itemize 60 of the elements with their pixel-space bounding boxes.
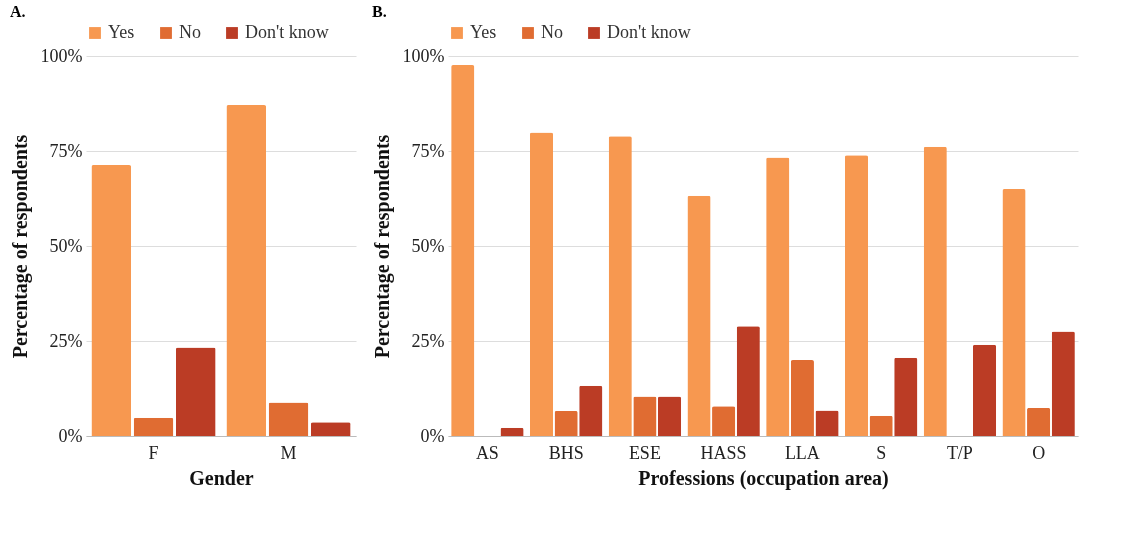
legend-label: No xyxy=(541,22,563,42)
legend-label: Don't know xyxy=(245,22,329,42)
legend-label: No xyxy=(179,22,201,42)
bar xyxy=(554,410,578,436)
bar xyxy=(1002,189,1026,436)
bar xyxy=(633,396,657,436)
y-tick-label: 25% xyxy=(411,330,445,351)
x-axis-title: Gender xyxy=(189,466,254,489)
y-tick-label: 100% xyxy=(40,45,83,66)
x-tick-label: F xyxy=(148,442,159,463)
bar xyxy=(790,360,814,436)
bar xyxy=(500,427,524,436)
x-tick-label: O xyxy=(1032,442,1046,463)
bar xyxy=(133,417,174,436)
x-tick-label: AS xyxy=(475,442,499,463)
legend-label: Yes xyxy=(470,22,497,42)
bar xyxy=(529,132,554,436)
bar xyxy=(844,155,869,436)
y-tick-label: 75% xyxy=(49,140,83,161)
x-tick-label: LLA xyxy=(784,442,820,463)
x-tick-label: M xyxy=(280,442,297,463)
y-tick-label: 0% xyxy=(420,425,445,446)
bar xyxy=(175,347,216,436)
bar xyxy=(923,146,947,436)
y-tick-label: 100% xyxy=(402,45,445,66)
chart-title: B. xyxy=(372,3,387,20)
x-tick-label: S xyxy=(876,442,887,463)
bar xyxy=(451,65,475,436)
bar xyxy=(268,402,309,436)
y-tick-label: 0% xyxy=(58,425,83,446)
x-tick-label: HASS xyxy=(700,442,747,463)
bar xyxy=(766,157,790,436)
bar xyxy=(972,344,997,436)
y-tick-label: 50% xyxy=(49,235,83,256)
bar xyxy=(579,385,603,436)
bar xyxy=(657,396,682,436)
x-tick-label: T/P xyxy=(946,442,973,463)
y-tick-label: 50% xyxy=(411,235,445,256)
bar xyxy=(869,415,893,436)
bar xyxy=(608,136,632,436)
y-tick-label: 75% xyxy=(411,140,445,161)
bar xyxy=(894,357,918,436)
y-tick-label: 25% xyxy=(49,330,83,351)
bar xyxy=(91,165,132,436)
x-tick-label: BHS xyxy=(548,442,584,463)
bar xyxy=(712,406,736,436)
bar xyxy=(310,422,351,436)
bar xyxy=(815,410,839,436)
bar xyxy=(1051,331,1075,436)
legend-label: Don't know xyxy=(607,22,691,42)
y-axis-title: Percentage of respondents xyxy=(8,134,32,359)
bar xyxy=(226,105,267,436)
legend-label: Yes xyxy=(108,22,135,42)
bar xyxy=(736,326,760,436)
x-tick-label: ESE xyxy=(628,442,661,463)
bar xyxy=(687,195,711,436)
y-axis-title: Percentage of respondents xyxy=(370,134,394,359)
x-axis-title: Professions (occupation area) xyxy=(638,466,889,490)
bar xyxy=(1027,407,1051,436)
chart-title: A. xyxy=(10,3,26,20)
